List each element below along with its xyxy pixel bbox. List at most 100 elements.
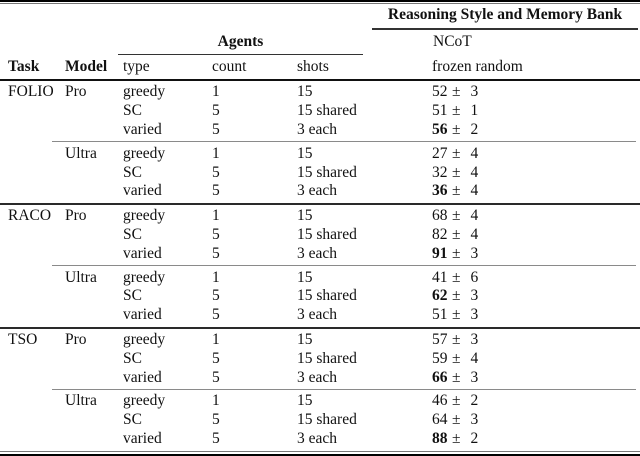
shots-cell: 3 each bbox=[297, 244, 338, 262]
table-row: SC 5 15 shared 82 ±4 bbox=[0, 226, 640, 245]
section-divider bbox=[0, 202, 640, 205]
table-row: Ultra greedy 1 15 27 ±4 bbox=[0, 144, 640, 163]
plus-minus-symbol: ± bbox=[452, 83, 461, 101]
error-value: 2 bbox=[470, 429, 479, 447]
shots-cell: 15 bbox=[297, 392, 313, 410]
count-cell: 1 bbox=[212, 83, 220, 101]
result-cell: 57 ±3 bbox=[432, 331, 640, 349]
table-row: FOLIO Pro greedy 1 15 52 ±3 bbox=[0, 83, 640, 102]
column-header-model: Model bbox=[65, 58, 108, 75]
table-row: Ultra greedy 1 15 41 ±6 bbox=[0, 268, 640, 287]
section-divider bbox=[0, 326, 640, 329]
plus-minus-symbol: ± bbox=[452, 120, 461, 138]
type-cell: greedy bbox=[123, 207, 166, 225]
result-cell: 51 ±3 bbox=[432, 306, 640, 324]
task-cell: RACO bbox=[8, 207, 52, 225]
error-value: 4 bbox=[470, 225, 479, 243]
shots-cell: 15 bbox=[297, 144, 313, 162]
column-header-task: Task bbox=[8, 58, 40, 75]
plus-minus-symbol: ± bbox=[452, 368, 461, 386]
count-cell: 5 bbox=[212, 163, 220, 181]
type-cell: SC bbox=[123, 287, 142, 305]
type-cell: varied bbox=[123, 244, 162, 262]
error-value: 4 bbox=[470, 144, 479, 162]
plus-minus-symbol: ± bbox=[452, 306, 461, 324]
result-cell: 64 ±3 bbox=[432, 411, 640, 429]
score-value: 56 bbox=[432, 120, 448, 138]
type-cell: greedy bbox=[123, 83, 166, 101]
type-cell: greedy bbox=[123, 268, 166, 286]
table-row: varied 5 3 each 91 ±3 bbox=[0, 244, 640, 263]
result-cell: 82 ±4 bbox=[432, 226, 640, 244]
table-row: varied 5 3 each 56 ±2 bbox=[0, 121, 640, 140]
error-value: 3 bbox=[470, 306, 479, 324]
task-cell: FOLIO bbox=[8, 83, 54, 101]
reasoning-group-rule bbox=[372, 28, 638, 30]
score-value: 51 bbox=[432, 102, 448, 120]
result-cell: 27 ±4 bbox=[432, 145, 640, 163]
plus-minus-symbol: ± bbox=[452, 182, 461, 200]
count-cell: 5 bbox=[212, 244, 220, 262]
model-cell: Ultra bbox=[65, 144, 97, 162]
table-row: TSO Pro greedy 1 15 57 ±3 bbox=[0, 331, 640, 350]
count-cell: 5 bbox=[212, 182, 220, 200]
table-row: SC 5 15 shared 64 ±3 bbox=[0, 411, 640, 430]
model-cell: Ultra bbox=[65, 268, 97, 286]
table-row: varied 5 3 each 66 ±3 bbox=[0, 368, 640, 387]
count-cell: 5 bbox=[212, 225, 220, 243]
table-row: SC 5 15 shared 32 ±4 bbox=[0, 163, 640, 182]
score-value: 68 bbox=[432, 207, 448, 225]
result-cell: 51 ±1 bbox=[432, 102, 640, 120]
group-divider bbox=[52, 265, 636, 267]
shots-cell: 3 each bbox=[297, 306, 338, 324]
column-header-count: count bbox=[212, 58, 247, 75]
count-cell: 5 bbox=[212, 287, 220, 305]
plus-minus-symbol: ± bbox=[452, 244, 461, 262]
count-cell: 1 bbox=[212, 330, 220, 348]
shots-cell: 15 shared bbox=[297, 163, 357, 181]
score-value: 41 bbox=[432, 268, 448, 286]
model-cell: Pro bbox=[65, 83, 87, 101]
type-cell: varied bbox=[123, 182, 162, 200]
type-cell: SC bbox=[123, 102, 142, 120]
score-value: 46 bbox=[432, 392, 448, 410]
shots-cell: 3 each bbox=[297, 182, 338, 200]
subheader-ncot: NCoT bbox=[433, 33, 472, 50]
result-cell: 88 ±2 bbox=[432, 430, 640, 448]
shots-cell: 3 each bbox=[297, 368, 338, 386]
type-cell: SC bbox=[123, 349, 142, 367]
task-cell: TSO bbox=[8, 330, 38, 348]
column-group-title-reasoning: Reasoning Style and Memory Bank bbox=[387, 6, 623, 23]
score-value: 52 bbox=[432, 83, 448, 101]
error-value: 2 bbox=[470, 392, 479, 410]
plus-minus-symbol: ± bbox=[452, 287, 461, 305]
score-value: 91 bbox=[432, 244, 448, 262]
table-row: Ultra greedy 1 15 46 ±2 bbox=[0, 392, 640, 411]
error-value: 3 bbox=[470, 83, 479, 101]
group-divider bbox=[52, 388, 636, 390]
score-value: 66 bbox=[432, 368, 448, 386]
table-row: SC 5 15 shared 51 ±1 bbox=[0, 102, 640, 121]
result-cell: 32 ±4 bbox=[432, 164, 640, 182]
count-cell: 1 bbox=[212, 144, 220, 162]
section-folio: FOLIO Pro greedy 1 15 52 ±3 SC 5 15 share… bbox=[0, 81, 640, 203]
shots-cell: 15 bbox=[297, 268, 313, 286]
table-row: varied 5 3 each 51 ±3 bbox=[0, 306, 640, 325]
group-divider bbox=[52, 141, 636, 143]
error-value: 3 bbox=[470, 330, 479, 348]
result-cell: 66 ±3 bbox=[432, 369, 640, 387]
error-value: 4 bbox=[470, 182, 479, 200]
table-row: RACO Pro greedy 1 15 68 ±4 bbox=[0, 207, 640, 226]
count-cell: 5 bbox=[212, 102, 220, 120]
plus-minus-symbol: ± bbox=[452, 207, 461, 225]
type-cell: SC bbox=[123, 225, 142, 243]
column-header-row: Task Model type count shots frozen rando… bbox=[0, 56, 640, 78]
plus-minus-symbol: ± bbox=[452, 411, 461, 429]
shots-cell: 15 bbox=[297, 83, 313, 101]
score-value: 36 bbox=[432, 182, 448, 200]
type-cell: varied bbox=[123, 306, 162, 324]
table-header: Reasoning Style and Memory Bank Agents N… bbox=[0, 4, 640, 81]
score-value: 59 bbox=[432, 349, 448, 367]
plus-minus-symbol: ± bbox=[452, 392, 461, 410]
